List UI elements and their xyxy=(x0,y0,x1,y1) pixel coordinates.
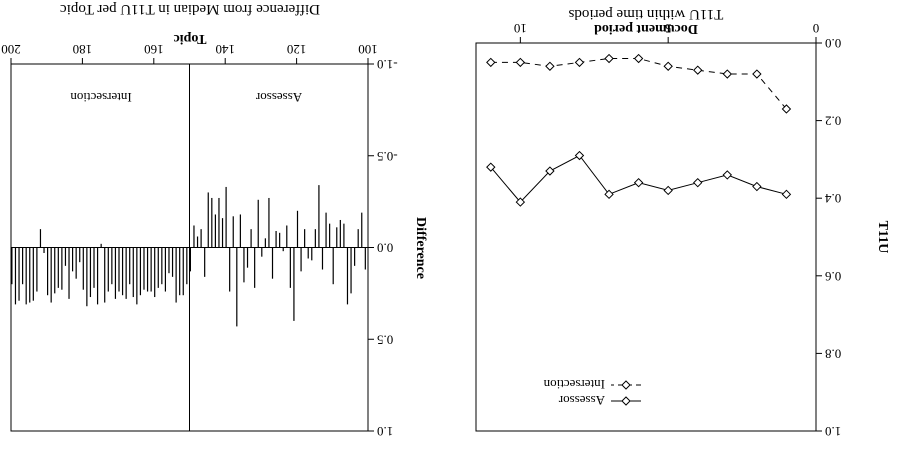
line-chart-plot-frame xyxy=(475,42,817,432)
series-assessor-point xyxy=(545,166,555,176)
line-chart-y-axis-label: T11U xyxy=(875,221,890,254)
series-assessor-point xyxy=(486,162,496,172)
bar-chart-x-tick-label: 140 xyxy=(215,42,235,57)
series-intersection-point xyxy=(693,65,703,75)
series-assessor-point xyxy=(604,189,614,200)
line-chart: 0.0 0.2 0.4 0.6 0.8 1.0 0 5 10 T11U within time… xyxy=(475,6,890,439)
legend-assessor-label: Assessor xyxy=(558,393,605,408)
bar-chart-y-ticks: -1.0 -0.5 0.0 0.5 1.0 xyxy=(368,57,398,439)
series-intersection-point xyxy=(574,57,585,68)
bar-chart-x-tick-label: 120 xyxy=(287,42,307,57)
series-intersection-point xyxy=(604,53,614,64)
line-chart-series-group xyxy=(486,53,792,207)
line-chart-legend: Assessor Intersection xyxy=(543,377,641,408)
line-chart-x-tick-label: 10 xyxy=(514,21,527,36)
line-chart-y-tick-label: 0.8 xyxy=(825,346,841,361)
bar-chart-y-tick-label: 0.0 xyxy=(377,241,393,256)
bar-chart-x-axis-label: Topic xyxy=(174,31,207,46)
series-assessor-point xyxy=(752,181,762,192)
series-intersection-point xyxy=(545,61,555,71)
line-chart-y-tick-label: 1.0 xyxy=(825,424,841,439)
bar-chart-x-tick-label: 200 xyxy=(1,42,21,57)
line-chart-y-tick-label: 0.4 xyxy=(825,191,842,206)
bar-chart-y-tick-label: 0.5 xyxy=(377,332,393,347)
series-assessor-point xyxy=(722,170,733,180)
bar-chart-y-axis-label: Difference xyxy=(413,217,428,279)
line-chart-y-tick-label: 0.6 xyxy=(825,269,842,284)
line-chart-y-tick-label: 0.0 xyxy=(825,36,841,51)
bar-chart-x-tick-label: 100 xyxy=(358,42,378,57)
line-chart-y-tick-label: 0.2 xyxy=(825,114,841,129)
series-intersection-point xyxy=(752,69,762,79)
bar-chart: -1.0 -0.5 0.0 0.5 1.0 100 120 140 160 180 200 Ass… xyxy=(1,1,428,439)
series-intersection-point xyxy=(515,57,526,68)
line-chart-x-ticks: 0 5 10 xyxy=(514,21,819,43)
series-assessor-point xyxy=(781,189,792,200)
line-chart-x-tick-label: 5 xyxy=(665,21,672,36)
series-intersection-point xyxy=(781,104,792,114)
legend-intersection-label: Intersection xyxy=(543,377,605,392)
series-assessor-point xyxy=(663,185,673,196)
series-intersection-line xyxy=(490,58,787,110)
legend-assessor-marker xyxy=(621,396,631,406)
line-chart-x-axis-label: Document period xyxy=(594,21,698,36)
bar-chart-y-tick-label: -1.0 xyxy=(377,57,398,72)
line-chart-x-tick-label: 0 xyxy=(813,21,820,36)
series-assessor-point xyxy=(574,150,585,161)
bar-chart-x-tick-label: 180 xyxy=(73,42,93,57)
panel-label-intersection: Intersection xyxy=(70,90,132,105)
legend-intersection-marker xyxy=(621,380,631,390)
panel-label-assessor: Assessor xyxy=(255,90,302,105)
series-intersection-point xyxy=(633,53,644,64)
series-assessor-point xyxy=(515,197,526,207)
line-chart-y-ticks: 0.0 0.2 0.4 0.6 0.8 1.0 xyxy=(816,36,841,439)
bar-chart-title: Difference from Median in T11U per Topic xyxy=(60,1,320,17)
series-intersection-point xyxy=(663,61,673,71)
bar-chart-x-tick-label: 160 xyxy=(144,42,164,57)
bar-chart-y-tick-label: -0.5 xyxy=(377,149,398,164)
bar-chart-y-tick-label: 1.0 xyxy=(377,424,393,439)
series-assessor-point xyxy=(693,177,703,188)
bar-chart-x-ticks: 100 120 140 160 180 200 xyxy=(1,42,378,64)
line-chart-title: T11U within time periods xyxy=(568,6,723,22)
series-assessor-point xyxy=(633,177,644,188)
bar-chart-bars xyxy=(11,185,366,327)
series-intersection-point xyxy=(486,57,496,68)
series-intersection-point xyxy=(722,69,733,79)
